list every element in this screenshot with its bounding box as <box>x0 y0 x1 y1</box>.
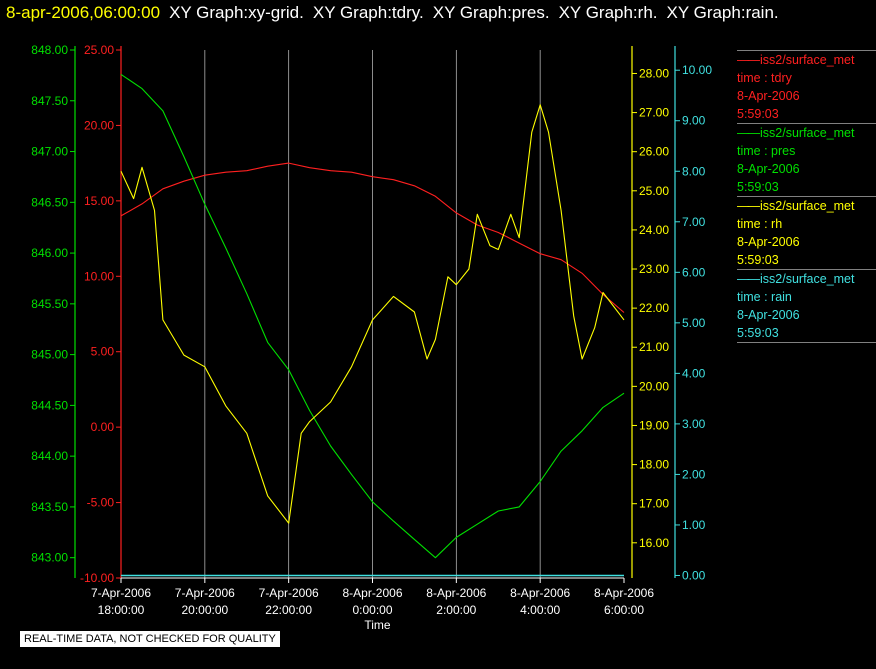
legend-date: 8-Apr-2006 <box>737 162 800 176</box>
rh-tick-label: 18.00 <box>639 458 669 472</box>
legend-source: iss2/surface_met <box>737 270 876 288</box>
tdry-tick-label: 0.00 <box>91 420 115 434</box>
tdry-tick-label: 15.00 <box>84 194 114 208</box>
rh-tick-label: 20.00 <box>639 379 669 393</box>
legend: iss2/surface_met time : tdry 8-Apr-2006 … <box>737 50 876 343</box>
graph-title-tdry: XY Graph:tdry. <box>312 3 424 22</box>
legend-time: 5:59:03 <box>737 180 779 194</box>
rain-tick-label: 1.00 <box>682 518 706 532</box>
legend-item-rh: iss2/surface_met time : rh 8-Apr-2006 5:… <box>737 196 876 269</box>
x-tick-label-date: 8-Apr-2006 <box>510 586 570 600</box>
rh-tick-label: 21.00 <box>639 340 669 354</box>
x-tick-label-date: 7-Apr-2006 <box>259 586 319 600</box>
x-tick-label-date: 7-Apr-2006 <box>91 586 151 600</box>
x-tick-label-date: 8-Apr-2006 <box>426 586 486 600</box>
series-line-pres <box>120 73 625 559</box>
tdry-tick-label: -10.00 <box>80 571 114 585</box>
legend-item-rain: iss2/surface_met time : rain 8-Apr-2006 … <box>737 269 876 343</box>
rh-tick-label: 28.00 <box>639 66 669 80</box>
rain-tick-label: 6.00 <box>682 265 706 279</box>
graph-title-pres: XY Graph:pres. <box>432 3 550 22</box>
legend-field: time : rain <box>737 290 792 304</box>
legend-time: 5:59:03 <box>737 326 779 340</box>
rain-tick-label: 10.00 <box>682 63 712 77</box>
tdry-tick-label: 25.00 <box>84 43 114 57</box>
pres-tick-label: 845.50 <box>31 297 68 311</box>
x-tick-label-time: 4:00:00 <box>520 603 560 617</box>
legend-source: iss2/surface_met <box>737 51 876 69</box>
x-tick-label-date: 7-Apr-2006 <box>175 586 235 600</box>
tdry-tick-label: 5.00 <box>91 345 115 359</box>
rh-tick-label: 23.00 <box>639 262 669 276</box>
rh-tick-label: 17.00 <box>639 497 669 511</box>
pres-tick-label: 846.00 <box>31 246 68 260</box>
x-axis-title: Time <box>364 618 391 632</box>
legend-date: 8-Apr-2006 <box>737 235 800 249</box>
graph-title-rh: XY Graph:rh. <box>558 3 658 22</box>
x-tick-label-time: 22:00:00 <box>265 603 312 617</box>
rain-tick-label: 2.00 <box>682 467 706 481</box>
pres-tick-label: 846.50 <box>31 195 68 209</box>
rain-tick-label: 4.00 <box>682 366 706 380</box>
pres-tick-label: 843.50 <box>31 500 68 514</box>
rh-tick-label: 22.00 <box>639 301 669 315</box>
x-tick-label-date: 8-Apr-2006 <box>342 586 402 600</box>
legend-time: 5:59:03 <box>737 107 779 121</box>
rh-tick-label: 24.00 <box>639 223 669 237</box>
tdry-tick-label: 20.00 <box>84 118 114 132</box>
rain-tick-label: 0.00 <box>682 568 706 582</box>
series-line-tdry <box>120 162 625 313</box>
legend-item-tdry: iss2/surface_met time : tdry 8-Apr-2006 … <box>737 50 876 123</box>
x-tick-label-time: 2:00:00 <box>436 603 476 617</box>
rain-tick-label: 9.00 <box>682 114 706 128</box>
legend-field: time : pres <box>737 144 796 158</box>
pres-tick-label: 844.50 <box>31 398 68 412</box>
x-tick-label-time: 20:00:00 <box>181 603 228 617</box>
x-tick-label-date: 8-Apr-2006 <box>594 586 654 600</box>
title-bar: 8-apr-2006,06:00:00 XY Graph:xy-grid. XY G… <box>6 3 779 23</box>
rh-tick-label: 27.00 <box>639 106 669 120</box>
quality-disclaimer: REAL-TIME DATA, NOT CHECKED FOR QUALITY <box>20 631 280 647</box>
x-tick-label-time: 6:00:00 <box>604 603 644 617</box>
pres-tick-label: 847.00 <box>31 145 68 159</box>
series-line-rh <box>120 104 625 524</box>
rain-tick-label: 8.00 <box>682 164 706 178</box>
legend-source: iss2/surface_met <box>737 124 876 142</box>
graph-title-grid: XY Graph:xy-grid. <box>169 3 304 22</box>
pres-tick-label: 848.00 <box>31 43 68 57</box>
pres-tick-label: 843.00 <box>31 551 68 565</box>
rain-tick-label: 7.00 <box>682 215 706 229</box>
graph-title-rain: XY Graph:rain. <box>666 3 779 22</box>
pres-tick-label: 847.50 <box>31 94 68 108</box>
legend-date: 8-Apr-2006 <box>737 89 800 103</box>
rh-tick-label: 25.00 <box>639 184 669 198</box>
legend-field: time : rh <box>737 217 783 231</box>
legend-date: 8-Apr-2006 <box>737 308 800 322</box>
rain-tick-label: 5.00 <box>682 316 706 330</box>
rh-tick-label: 16.00 <box>639 536 669 550</box>
tdry-tick-label: 10.00 <box>84 269 114 283</box>
x-tick-label-time: 18:00:00 <box>98 603 145 617</box>
x-tick-label-time: 0:00:00 <box>352 603 392 617</box>
rain-tick-label: 3.00 <box>682 417 706 431</box>
tdry-tick-label: -5.00 <box>87 496 115 510</box>
pres-tick-label: 844.00 <box>31 449 68 463</box>
pres-tick-label: 845.00 <box>31 348 68 362</box>
timestamp: 8-apr-2006,06:00:00 <box>6 3 161 22</box>
rh-tick-label: 26.00 <box>639 145 669 159</box>
legend-item-pres: iss2/surface_met time : pres 8-Apr-2006 … <box>737 123 876 196</box>
rh-tick-label: 19.00 <box>639 418 669 432</box>
legend-field: time : tdry <box>737 71 792 85</box>
legend-source: iss2/surface_met <box>737 197 876 215</box>
legend-time: 5:59:03 <box>737 253 779 267</box>
